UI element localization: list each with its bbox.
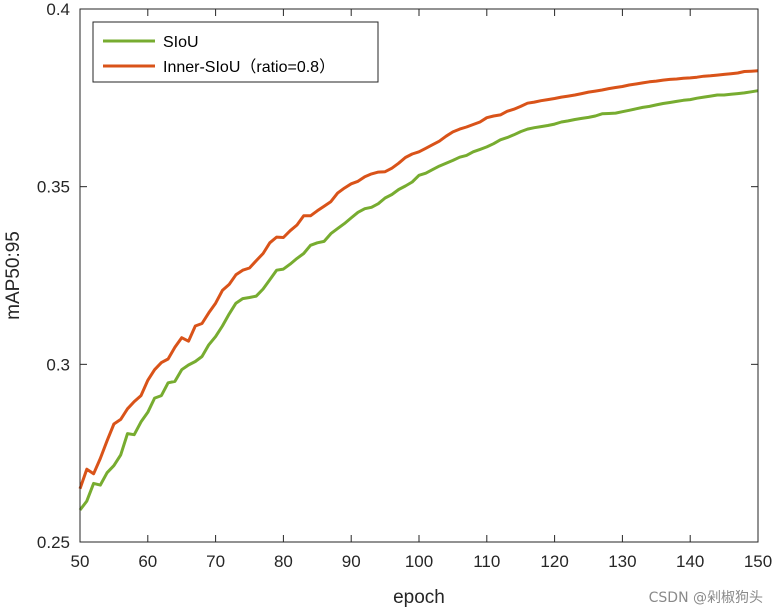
y-tick-label: 0.4 (46, 0, 70, 19)
legend-label-2: Inner-SIoU（ratio=0.8） (163, 58, 335, 76)
x-tick-label: 110 (473, 552, 500, 571)
legend: SIoU Inner-SIoU（ratio=0.8） (92, 21, 379, 83)
series-line-1 (78, 89, 759, 511)
watermark: CSDN @剁椒狗头 (648, 590, 763, 606)
series-line-2 (78, 69, 759, 490)
x-tick-label: 130 (608, 552, 636, 571)
x-axis-label: epoch (393, 587, 445, 608)
x-tick-label: 150 (744, 552, 772, 571)
series-layer (78, 69, 759, 511)
x-tick-label: 120 (540, 552, 568, 571)
x-tick-label: 60 (138, 552, 157, 571)
x-tick-label: 70 (206, 552, 225, 571)
x-tick-label: 90 (342, 552, 361, 571)
y-tick-label: 0.35 (37, 178, 70, 197)
legend-box (92, 21, 379, 83)
x-tick-label: 100 (405, 552, 433, 571)
x-tick-label: 140 (676, 552, 704, 571)
legend-label-1: SIoU (163, 34, 199, 51)
ticks-layer: 50 60 70 80 90 100 110 120 130 140 150 0.25 0.3 0.35 0… (37, 0, 772, 571)
plot-area (80, 9, 758, 542)
y-axis-label: mAP50:95 (3, 231, 24, 320)
y-tick-label: 0.25 (37, 533, 70, 552)
x-tick-label: 50 (71, 552, 90, 571)
x-tick-label: 80 (274, 552, 293, 571)
y-tick-label: 0.3 (46, 355, 70, 374)
